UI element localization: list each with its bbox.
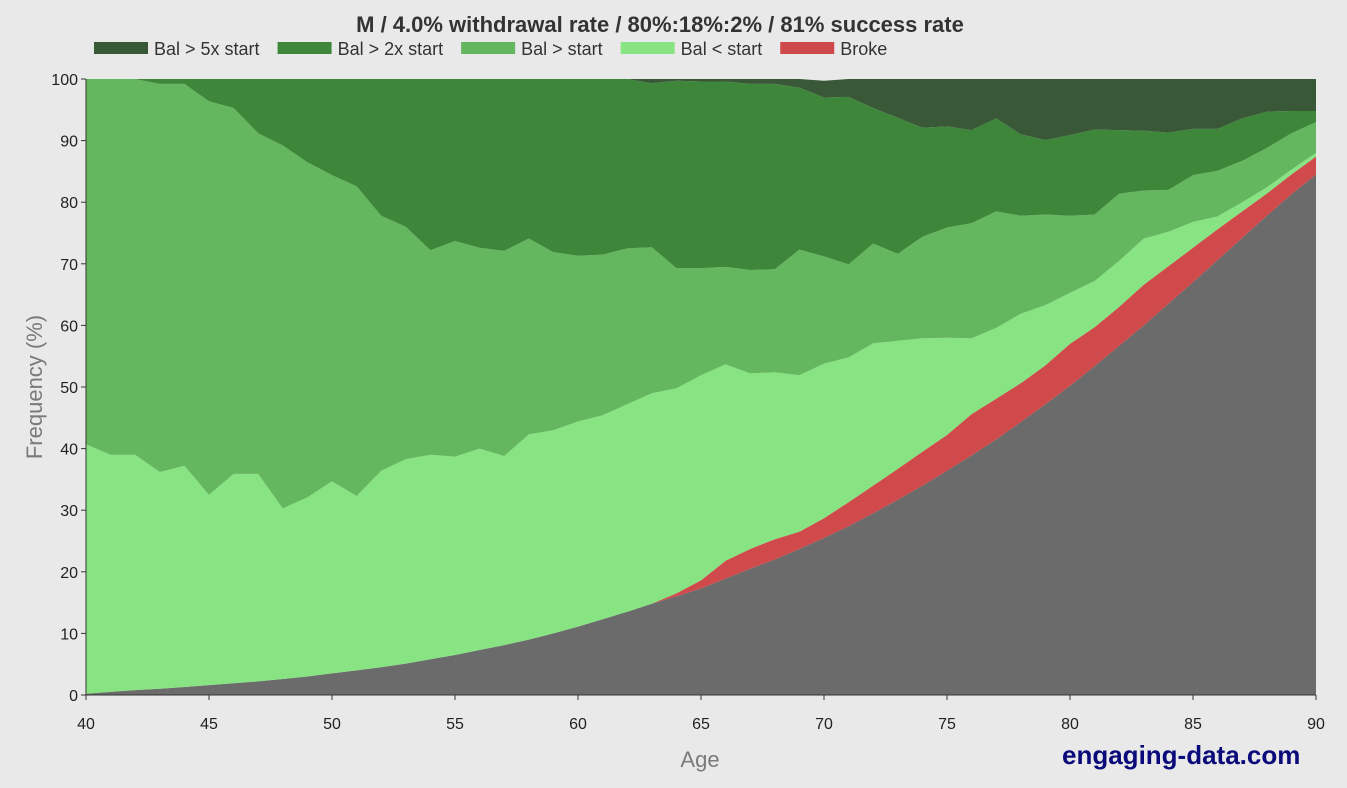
x-tick-label: 85 (1184, 716, 1202, 733)
y-tick-label: 60 (60, 318, 78, 335)
x-tick-label: 80 (1061, 716, 1079, 733)
x-tick-label: 55 (446, 716, 464, 733)
x-tick-label: 75 (938, 716, 956, 733)
area-broke (86, 156, 1316, 694)
y-tick-label: 40 (60, 442, 78, 459)
axes: 0 10 20 30 40 50 60 70 80 90 100 40 45 50 55 60 65 70 75 80… (51, 72, 1325, 733)
legend-label: Bal > 2x start (338, 39, 444, 59)
legend-swatch (277, 42, 332, 54)
x-tick-label: 40 (77, 716, 95, 733)
y-tick-label: 50 (60, 380, 78, 397)
legend-item[interactable]: Bal > start (461, 39, 603, 59)
legend-swatch (780, 42, 835, 54)
y-tick-label: 80 (60, 195, 78, 212)
legend-item[interactable]: Broke (780, 39, 887, 59)
y-tick-label: 20 (60, 565, 78, 582)
x-axis-title: Age (680, 747, 719, 772)
brand-link[interactable]: engaging-data.com (1062, 740, 1301, 770)
y-tick-label: 10 (60, 626, 78, 643)
legend-item[interactable]: Bal > 5x start (94, 39, 260, 59)
area-base (86, 174, 1316, 695)
y-tick-label: 0 (69, 688, 78, 705)
y-tick-label: 30 (60, 503, 78, 520)
x-tick-label: 90 (1307, 716, 1325, 733)
y-tick-label: 70 (60, 257, 78, 274)
legend-label: Bal > 5x start (154, 39, 260, 59)
legend-label: Bal > start (521, 39, 603, 59)
y-tick-label: 100 (51, 72, 78, 89)
legend-swatch (461, 42, 516, 54)
area-bal-start (86, 79, 1316, 509)
y-axis-title: Frequency (%) (22, 315, 47, 459)
legend: Bal > 5x start Bal > 2x start Bal > start B… (94, 39, 887, 59)
legend-item[interactable]: Bal > 2x start (277, 39, 444, 59)
legend-item[interactable]: Bal < start (620, 39, 763, 59)
x-tick-label: 65 (692, 716, 710, 733)
chart-title: M / 4.0% withdrawal rate / 80%:18%:2% / … (356, 12, 964, 37)
legend-swatch (94, 42, 148, 54)
area-bal-2x-start (86, 79, 1316, 270)
x-tick-label: 60 (569, 716, 587, 733)
x-tick-label: 50 (323, 716, 341, 733)
y-tick-label: 90 (60, 134, 78, 151)
legend-label: Bal < start (681, 39, 763, 59)
plot-areas (86, 79, 1316, 695)
legend-swatch (620, 42, 675, 54)
area-bal-start (86, 152, 1316, 694)
area-bal-5x-start (86, 79, 1316, 140)
x-tick-label: 70 (815, 716, 833, 733)
x-tick-label: 45 (200, 716, 218, 733)
legend-label: Broke (840, 39, 887, 59)
